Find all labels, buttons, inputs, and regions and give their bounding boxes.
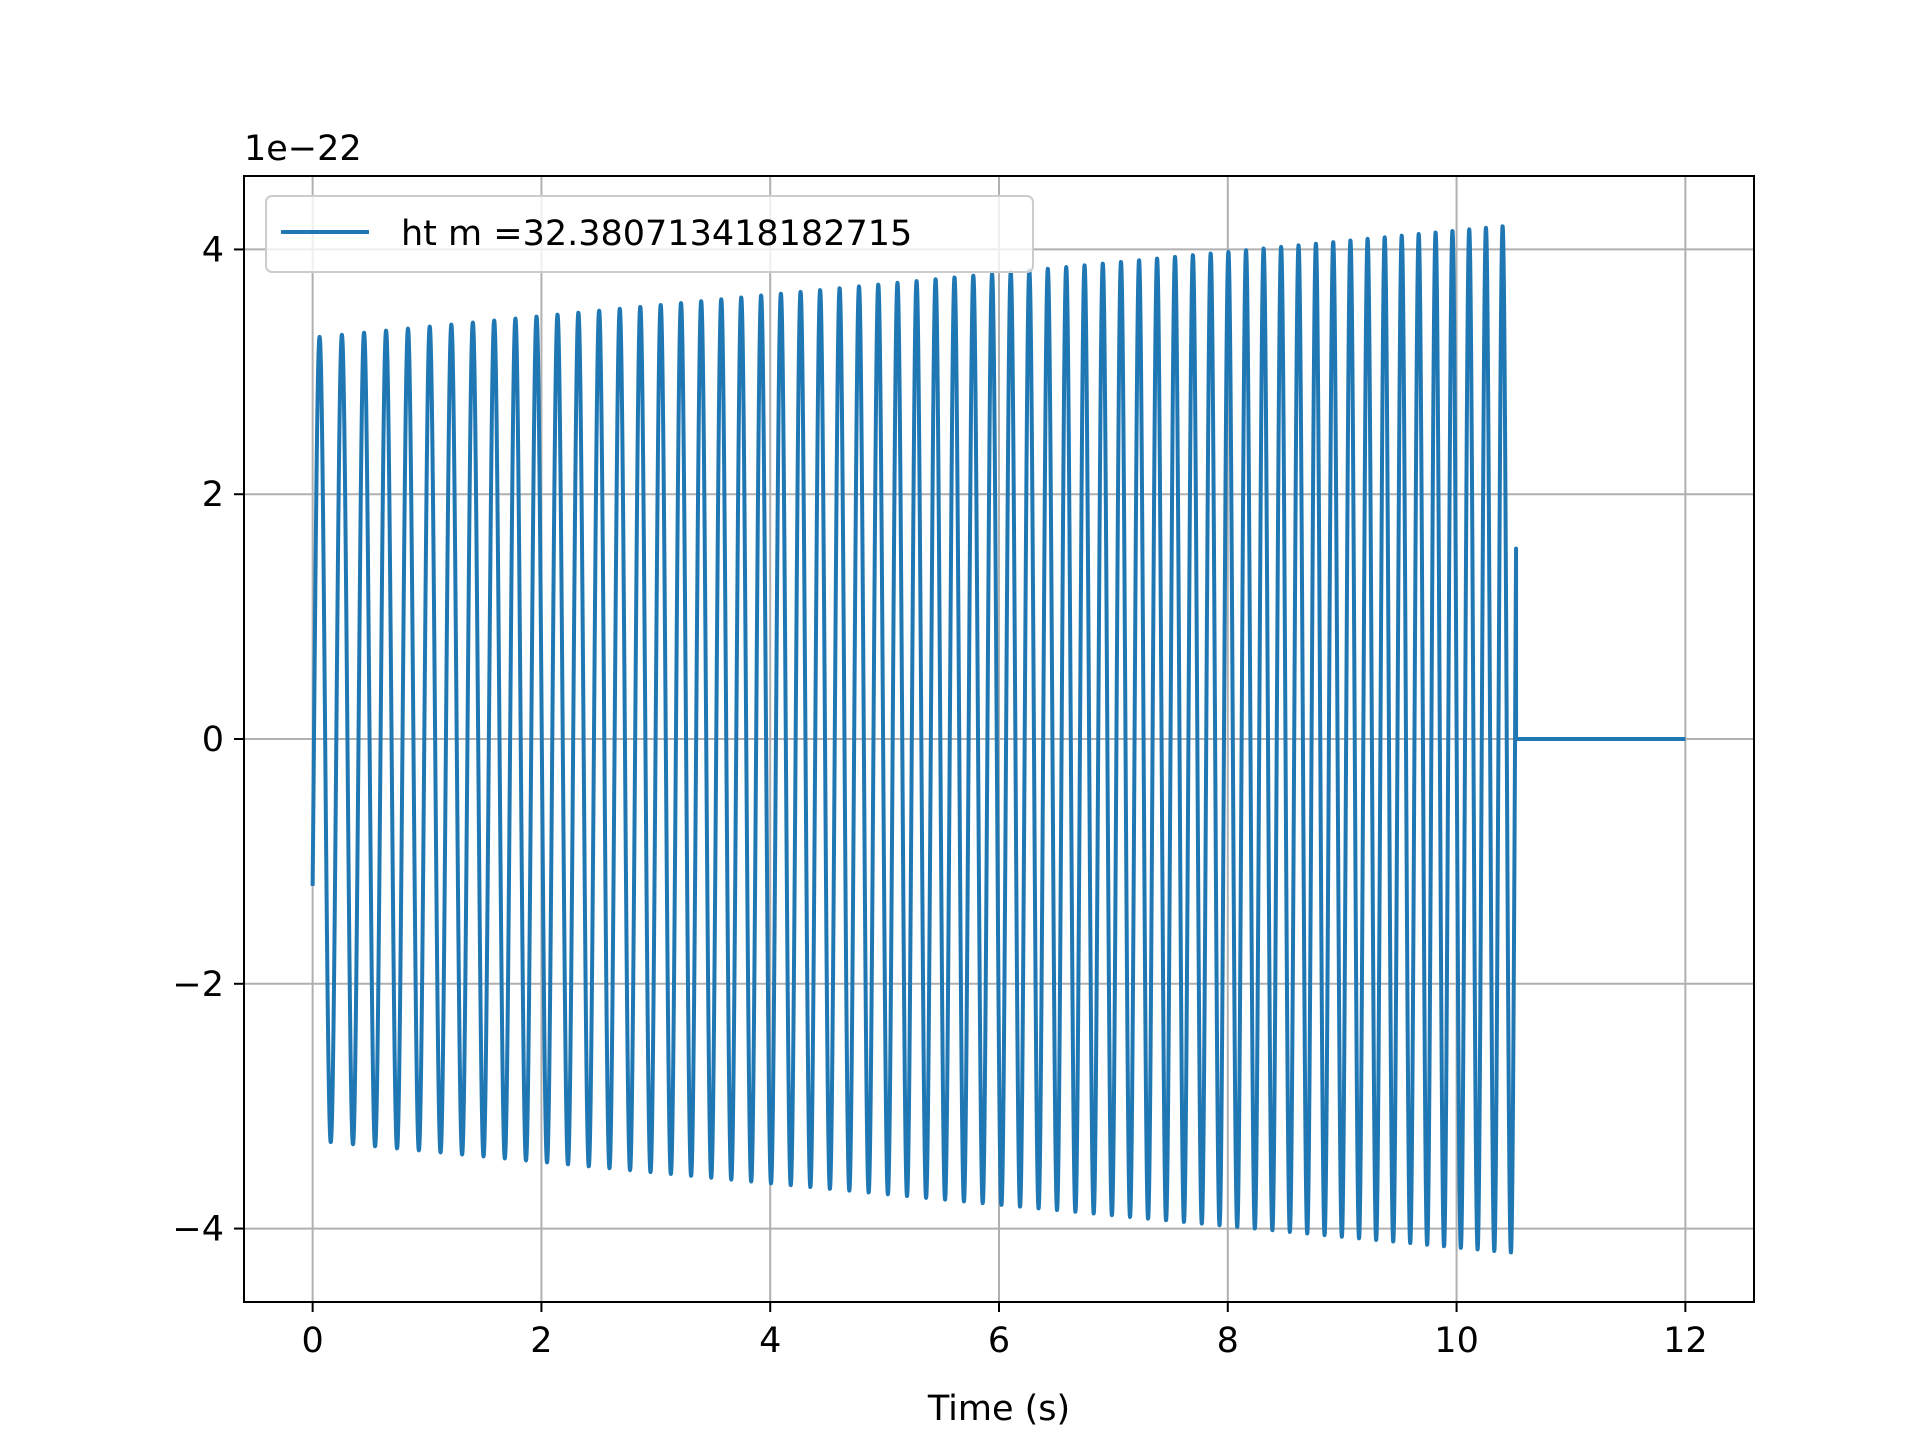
series-line [310, 224, 1686, 1255]
x-axis-label: Time (s) [927, 1389, 1070, 1429]
x-tick-label: 2 [530, 1321, 552, 1361]
axis-ticks: 0 2 4 6 8 10 12 −4 −2 0 2 4 [172, 230, 1707, 1361]
x-tick-label: 8 [1217, 1321, 1239, 1361]
series-layer [310, 224, 1686, 1255]
legend: ht m =32.380713418182715 [265, 195, 1034, 273]
y-tick-label: 0 [202, 720, 224, 760]
legend-box [265, 195, 1034, 273]
x-tick-label: 12 [1663, 1321, 1708, 1361]
y-offset-text: 1e−22 [244, 129, 362, 169]
x-tick-label: 10 [1434, 1321, 1479, 1361]
y-tick-label: 2 [202, 475, 224, 515]
y-tick-label: −4 [172, 1210, 224, 1250]
x-tick-label: 4 [759, 1321, 781, 1361]
legend-label: ht m =32.380713418182715 [401, 214, 912, 254]
y-tick-label: 4 [202, 230, 224, 270]
x-tick-label: 6 [988, 1321, 1010, 1361]
y-tick-label: −2 [172, 965, 224, 1005]
x-tick-label: 0 [301, 1321, 323, 1361]
